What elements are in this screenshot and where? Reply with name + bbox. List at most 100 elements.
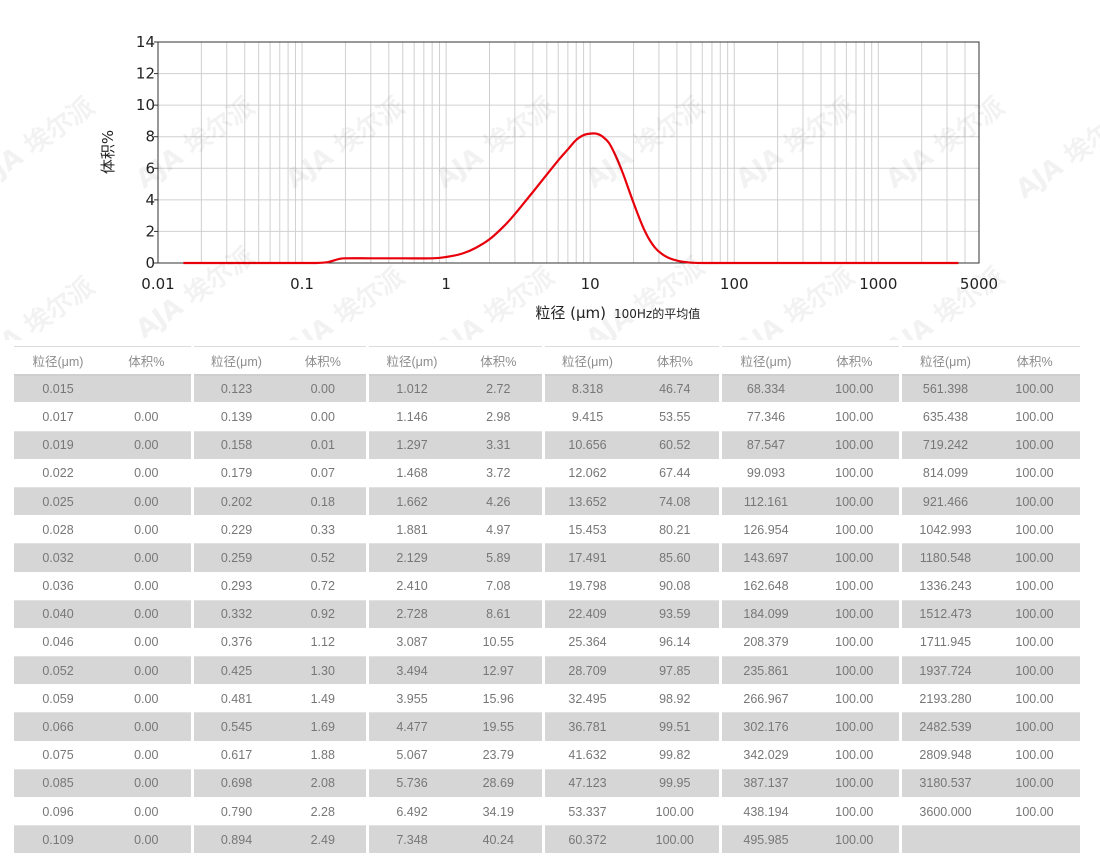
table-row: 1512.473 100.00	[901, 600, 1080, 629]
table-row: 5.067 23.79	[369, 741, 543, 770]
cell-size: 1.012	[369, 374, 455, 404]
x-tick-label: 1000	[859, 275, 897, 293]
cell-volume: 100.00	[989, 741, 1080, 770]
cell-volume: 0.00	[279, 402, 368, 432]
cell-size: 561.398	[901, 374, 990, 404]
x-tick-labels: 0.01 0.1 1 10 100 1000 5000	[141, 275, 998, 293]
x-tick-label: 0.1	[290, 275, 314, 293]
cell-volume: 0.00	[102, 515, 192, 545]
cell-volume: 0.00	[279, 374, 368, 404]
table-row: 0.179 0.07	[193, 459, 368, 488]
table-row: 87.547 100.00	[722, 431, 900, 460]
cell-volume: 67.44	[630, 459, 721, 488]
table-row: 4.477 19.55	[369, 712, 543, 742]
plot-frame	[157, 41, 980, 264]
cell-size: 99.093	[722, 459, 810, 488]
table-row: 0.075 0.00	[14, 741, 192, 770]
table-header-row: 粒径(μm) 体积%	[901, 345, 1080, 376]
cell-size: 814.099	[901, 459, 990, 488]
cell-size: 342.029	[722, 741, 810, 770]
x-axis-label-suffix: 100Hz的平均值	[614, 306, 700, 321]
cell-size: 13.652	[544, 487, 631, 517]
cell-size: 0.790	[193, 797, 280, 827]
watermark-mark: AJA 埃尔派	[730, 261, 860, 340]
cell-volume	[102, 374, 192, 404]
cell-volume: 0.00	[102, 572, 192, 601]
watermark-mark: AJA 埃尔派	[430, 91, 560, 195]
y-tick-label: 6	[145, 159, 155, 177]
table-row: 0.036 0.00	[14, 572, 192, 601]
cell-volume: 12.97	[455, 656, 543, 686]
cell-size: 0.202	[193, 487, 280, 517]
y-axis-label: 体积%	[99, 130, 117, 174]
table-row: 921.466 100.00	[901, 487, 1080, 517]
cell-volume: 100.00	[989, 628, 1080, 658]
table-row: 3600.000 100.00	[901, 797, 1080, 827]
watermark-mark: AJA 埃尔派	[430, 261, 560, 340]
watermark-mark: AJA 埃尔派	[880, 91, 1010, 195]
cell-size: 0.085	[14, 769, 102, 799]
table-row: 77.346 100.00	[722, 402, 900, 432]
header-volume: 体积%	[989, 345, 1080, 376]
table-row: 2809.948 100.00	[901, 741, 1080, 770]
cell-size: 5.067	[369, 741, 455, 770]
cell-volume: 2.49	[279, 825, 368, 855]
table-row: 0.158 0.01	[193, 431, 368, 460]
cell-volume: 19.55	[455, 712, 543, 742]
table-row: 0.015	[14, 374, 192, 404]
cell-volume: 80.21	[630, 515, 721, 545]
cell-volume: 23.79	[455, 741, 543, 770]
cell-size: 32.495	[544, 684, 631, 714]
table-row: 28.709 97.85	[544, 656, 721, 686]
table-row: 0.096 0.00	[14, 797, 192, 827]
cell-size: 0.032	[14, 543, 102, 573]
cell-size: 1.662	[369, 487, 455, 517]
series-line	[183, 132, 959, 265]
cell-volume: 0.00	[102, 741, 192, 770]
cell-size: 41.632	[544, 741, 631, 770]
chart-grid	[157, 41, 980, 264]
cell-volume: 74.08	[630, 487, 721, 517]
watermark-mark: AJA 埃尔派	[0, 91, 100, 195]
table-row: 0.617 1.88	[193, 741, 368, 770]
table-row: 9.415 53.55	[544, 402, 721, 432]
table-row: 0.046 0.00	[14, 628, 192, 658]
table-row: 143.697 100.00	[722, 543, 900, 573]
cell-volume: 1.69	[279, 712, 368, 742]
cell-volume: 99.95	[630, 769, 721, 799]
table-block: 粒径(μm) 体积% 0.015 0.017 0.00 0.019 0.00 0.022 0.0…	[14, 345, 194, 855]
psd-chart: 0 2 4 6 8 10 12 14 0.01 0.1 1 10 100 1000 5000 体积% 粒径…	[0, 33, 1100, 340]
cell-size: 0.698	[193, 769, 280, 799]
cell-volume: 100.00	[989, 431, 1080, 460]
cell-volume: 100.00	[810, 741, 900, 770]
table-row: 1937.724 100.00	[901, 656, 1080, 686]
header-size: 粒径(μm)	[369, 345, 455, 376]
cell-volume: 4.26	[455, 487, 543, 517]
table-row: 112.161 100.00	[722, 487, 900, 517]
cell-size: 0.894	[193, 825, 280, 855]
cell-volume: 40.24	[455, 825, 543, 855]
cell-volume: 100.00	[810, 797, 900, 827]
cell-size: 266.967	[722, 684, 810, 714]
cell-size: 0.123	[193, 374, 280, 404]
cell-volume: 100.00	[989, 487, 1080, 517]
table-row: 266.967 100.00	[722, 684, 900, 714]
table-block: 粒径(μm) 体积% 0.123 0.00 0.139 0.00 0.158 0.01 0.17…	[193, 345, 369, 855]
cell-size: 22.409	[544, 600, 631, 629]
cell-volume: 100.00	[810, 515, 900, 545]
cell-size: 3180.537	[901, 769, 990, 799]
table-row: 60.372 100.00	[544, 825, 721, 855]
header-volume: 体积%	[102, 345, 192, 376]
cell-size: 2482.539	[901, 712, 990, 742]
y-tick-label: 8	[145, 128, 155, 146]
x-axis-label: 粒径 (μm)	[535, 304, 606, 322]
watermark-mark: AJA 埃尔派	[730, 91, 860, 195]
cell-volume: 5.89	[455, 543, 543, 573]
y-tick-labels: 0 2 4 6 8 10 12 14	[136, 33, 158, 272]
cell-volume: 90.08	[630, 572, 721, 601]
table-row: 2.410 7.08	[369, 572, 543, 601]
cell-size: 0.075	[14, 741, 102, 770]
cell-volume: 0.00	[102, 684, 192, 714]
table-block: 粒径(μm) 体积% 1.012 2.72 1.146 2.98 1.297 3.31 1.46…	[369, 345, 545, 855]
header-size: 粒径(μm)	[14, 345, 102, 376]
